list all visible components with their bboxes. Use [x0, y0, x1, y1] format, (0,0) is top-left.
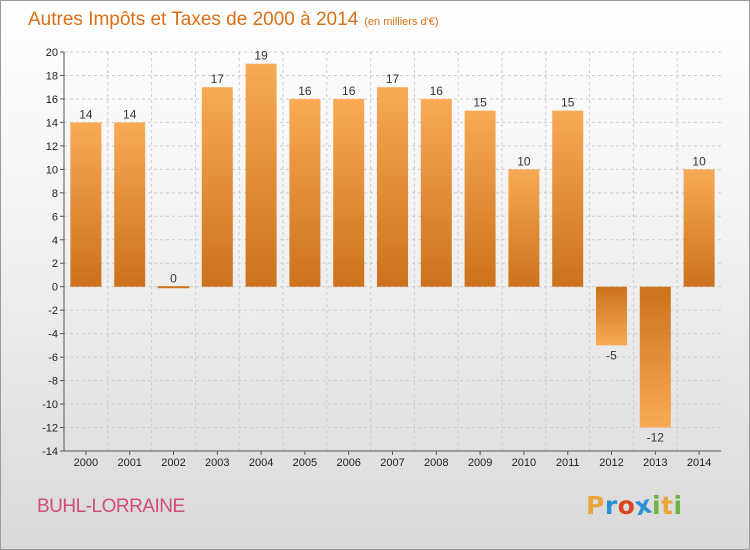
y-tick-label: 6	[52, 211, 58, 223]
y-tick-label: 14	[46, 117, 58, 129]
bar-2005	[289, 98, 321, 287]
data-label-2008: 16	[430, 84, 444, 98]
chart-subtitle: (en milliers d'€)	[364, 16, 439, 28]
bar-2012	[596, 286, 627, 346]
x-tick-label: 2013	[643, 457, 667, 469]
data-label-2009: 15	[473, 96, 487, 110]
x-tick-label: 2000	[74, 457, 98, 469]
data-label-2007: 17	[386, 72, 400, 86]
bar-2001	[114, 122, 146, 287]
data-label-2012: -5	[606, 348, 617, 362]
y-tick-label: -2	[48, 305, 58, 317]
bar-2009	[464, 110, 496, 287]
y-tick-label: -10	[42, 399, 58, 411]
y-tick-label: 10	[46, 164, 58, 176]
x-tick-label: 2009	[468, 457, 492, 469]
bar-2004	[245, 63, 277, 287]
bar-2002	[157, 286, 190, 289]
bar-2000	[70, 122, 102, 287]
y-tick-label: -12	[42, 423, 58, 435]
logo-letter: P	[586, 491, 605, 520]
chart-title: Autres Impôts et Taxes de 2000 à 2014 (en…	[28, 9, 439, 30]
y-tick-label: -6	[48, 352, 58, 364]
x-tick-label: 2012	[599, 457, 623, 469]
data-label-2002: 0	[170, 272, 177, 286]
y-tick-label: -14	[42, 446, 58, 458]
x-tick-label: 2014	[687, 457, 711, 469]
bar-2008	[420, 98, 452, 287]
x-tick-label: 2003	[205, 457, 229, 469]
x-tick-label: 2010	[512, 457, 536, 469]
bar-2010	[508, 169, 540, 287]
logo-letter: t	[661, 491, 674, 520]
data-label-2014: 10	[692, 154, 706, 168]
x-tick-label: 2005	[293, 457, 317, 469]
y-tick-label: 18	[46, 70, 58, 82]
data-label-2006: 16	[342, 84, 356, 98]
bar-2011	[552, 110, 584, 287]
data-label-2010: 10	[517, 154, 531, 168]
data-label-2003: 17	[211, 72, 225, 86]
y-tick-label: 2	[52, 258, 58, 270]
data-label-2004: 19	[254, 49, 268, 63]
logo-letter: o	[617, 491, 636, 520]
y-tick-label: 12	[46, 141, 58, 153]
logo-letter: r	[604, 491, 618, 520]
x-tick-label: 2001	[117, 457, 141, 469]
data-label-2000: 14	[79, 107, 93, 121]
bar-2007	[377, 87, 408, 287]
x-tick-label: 2006	[336, 457, 360, 469]
bar-2006	[333, 98, 365, 287]
data-label-2013: -12	[647, 431, 665, 445]
commune-name: BUHL-LORRAINE	[37, 496, 185, 517]
data-label-2005: 16	[298, 84, 312, 98]
y-tick-label: 8	[52, 188, 58, 200]
x-tick-label: 2007	[380, 457, 404, 469]
x-tick-label: 2008	[424, 457, 448, 469]
y-tick-label: -4	[48, 329, 58, 341]
data-label-2001: 14	[123, 107, 137, 121]
proxiti-logo: Proxiti	[586, 490, 683, 522]
x-tick-label: 2004	[249, 457, 273, 469]
y-tick-label: 0	[52, 282, 58, 294]
y-tick-label: 16	[46, 94, 58, 106]
logo-letter: i	[673, 491, 683, 520]
y-tick-label: -8	[48, 376, 58, 388]
data-label-2011: 15	[561, 96, 575, 110]
bar-2003	[201, 87, 233, 287]
x-tick-label: 2011	[556, 457, 580, 469]
x-tick-label: 2002	[161, 457, 185, 469]
y-tick-label: 4	[52, 235, 58, 247]
logo-letter: i	[652, 491, 662, 520]
bar-2013	[639, 286, 671, 428]
y-tick-label: 20	[46, 47, 58, 59]
bar-2014	[683, 169, 715, 287]
